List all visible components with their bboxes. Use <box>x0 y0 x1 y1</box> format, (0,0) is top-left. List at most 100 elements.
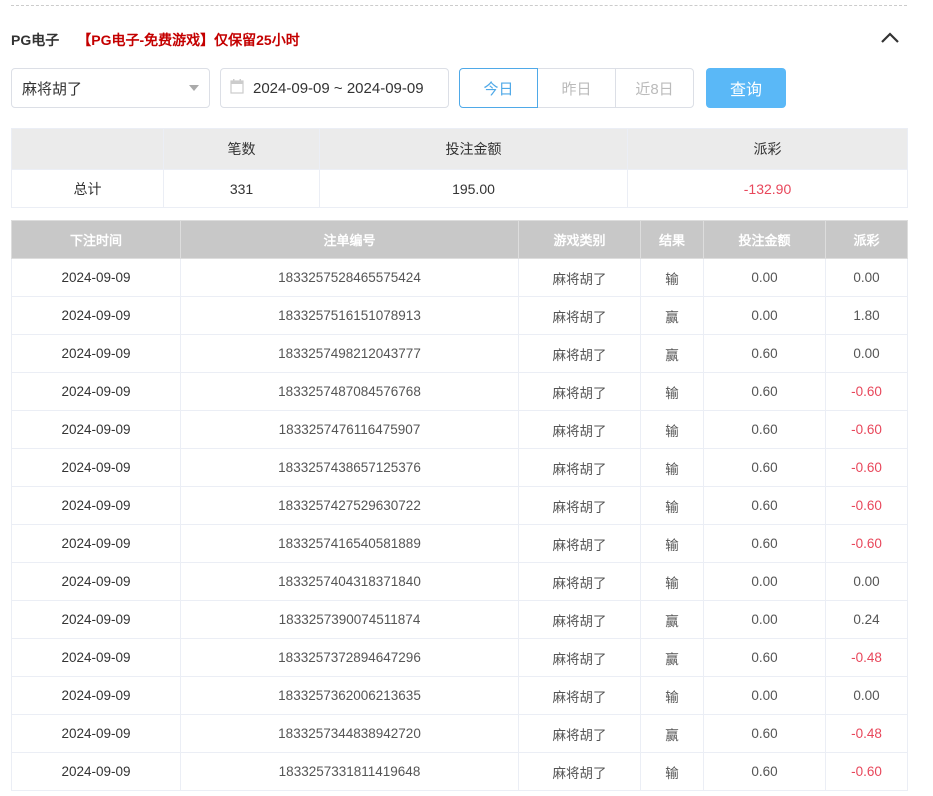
quick-date-group: 今日 昨日 近8日 <box>459 68 694 108</box>
result: 输 <box>640 372 704 411</box>
game-select[interactable]: 麻将胡了 <box>11 68 210 108</box>
result: 输 <box>640 676 704 715</box>
bet-amount: 0.60 <box>703 714 826 753</box>
header-payout: 派彩 <box>825 220 908 259</box>
result: 赢 <box>640 600 704 639</box>
order-id: 1833257487084576768 <box>180 372 519 411</box>
bet-amount: 0.00 <box>703 600 826 639</box>
payout: -0.48 <box>825 714 908 753</box>
payout: 0.00 <box>825 334 908 373</box>
date-range-picker[interactable]: 2024-09-09 ~ 2024-09-09 <box>220 68 449 108</box>
game-type: 麻将胡了 <box>518 258 641 297</box>
game-type: 麻将胡了 <box>518 334 641 373</box>
query-button[interactable]: 查询 <box>706 68 786 108</box>
table-row: 2024-09-09 1833257344838942720 麻将胡了赢 0.60 -0… <box>11 714 908 753</box>
summary-header: 笔数 <box>163 128 320 170</box>
bet-time: 2024-09-09 <box>11 410 181 449</box>
payout: -0.60 <box>825 486 908 525</box>
summary-label: 总计 <box>11 169 164 208</box>
payout: -0.48 <box>825 638 908 677</box>
order-id: 1833257416540581889 <box>180 524 519 563</box>
result: 输 <box>640 752 704 791</box>
result: 赢 <box>640 334 704 373</box>
bet-time: 2024-09-09 <box>11 448 181 487</box>
header-game-type: 游戏类别 <box>518 220 641 259</box>
table-row: 2024-09-09 1833257487084576768 麻将胡了输 0.60 -0… <box>11 372 908 411</box>
summary-table: 笔数 投注金额 派彩 总计 331 195.00 -132.90 <box>11 128 908 208</box>
summary-header: 派彩 <box>627 128 908 170</box>
summary-payout: -132.90 <box>627 169 908 208</box>
result: 输 <box>640 486 704 525</box>
game-type: 麻将胡了 <box>518 714 641 753</box>
table-row: 2024-09-09 1833257390074511874 麻将胡了赢 0.00 0.… <box>11 600 908 639</box>
payout: -0.60 <box>825 448 908 487</box>
bet-time: 2024-09-09 <box>11 752 181 791</box>
game-type: 麻将胡了 <box>518 296 641 335</box>
payout: 0.00 <box>825 562 908 601</box>
payout: 0.24 <box>825 600 908 639</box>
section-title: PG电子 【PG电子-免费游戏】仅保留25小时 <box>11 30 300 50</box>
bet-time: 2024-09-09 <box>11 258 181 297</box>
payout: -0.60 <box>825 752 908 791</box>
order-id: 1833257498212043777 <box>180 334 519 373</box>
table-row: 2024-09-09 1833257528465575424 麻将胡了输 0.00 0.… <box>11 258 908 297</box>
order-id: 1833257438657125376 <box>180 448 519 487</box>
bet-time: 2024-09-09 <box>11 600 181 639</box>
bet-time: 2024-09-09 <box>11 714 181 753</box>
yesterday-button[interactable]: 昨日 <box>537 68 616 108</box>
summary-bet: 195.00 <box>319 169 628 208</box>
bet-amount: 0.00 <box>703 676 826 715</box>
bet-time: 2024-09-09 <box>11 676 181 715</box>
result: 输 <box>640 524 704 563</box>
bet-amount: 0.60 <box>703 372 826 411</box>
table-row: 2024-09-09 1833257331811419648 麻将胡了输 0.60 -0… <box>11 752 908 791</box>
bet-amount: 0.60 <box>703 334 826 373</box>
table-row: 2024-09-09 1833257404318371840 麻将胡了输 0.00 0.… <box>11 562 908 601</box>
game-type: 麻将胡了 <box>518 752 641 791</box>
retention-notice: 【PG电子-免费游戏】仅保留25小时 <box>77 32 300 48</box>
bet-amount: 0.60 <box>703 638 826 677</box>
game-type: 麻将胡了 <box>518 486 641 525</box>
bet-amount: 0.60 <box>703 486 826 525</box>
game-type: 麻将胡了 <box>518 562 641 601</box>
game-type: 麻将胡了 <box>518 638 641 677</box>
order-id: 1833257331811419648 <box>180 752 519 791</box>
last-8-days-button[interactable]: 近8日 <box>615 68 694 108</box>
game-type: 麻将胡了 <box>518 524 641 563</box>
result: 输 <box>640 258 704 297</box>
bet-amount: 0.00 <box>703 258 826 297</box>
bet-amount: 0.60 <box>703 410 826 449</box>
table-row: 2024-09-09 1833257372894647296 麻将胡了赢 0.60 -0… <box>11 638 908 677</box>
result: 赢 <box>640 714 704 753</box>
result: 赢 <box>640 638 704 677</box>
table-row: 2024-09-09 1833257516151078913 麻将胡了赢 0.00 1.… <box>11 296 908 335</box>
table-row: 2024-09-09 1833257416540581889 麻将胡了输 0.60 -0… <box>11 524 908 563</box>
today-button[interactable]: 今日 <box>459 68 538 108</box>
bet-amount: 0.60 <box>703 448 826 487</box>
bet-time: 2024-09-09 <box>11 296 181 335</box>
caret-down-icon <box>189 85 199 91</box>
header-order-id: 注单编号 <box>180 220 519 259</box>
payout: -0.60 <box>825 372 908 411</box>
result: 赢 <box>640 296 704 335</box>
order-id: 1833257372894647296 <box>180 638 519 677</box>
order-id: 1833257344838942720 <box>180 714 519 753</box>
order-id: 1833257404318371840 <box>180 562 519 601</box>
payout: -0.60 <box>825 524 908 563</box>
order-id: 1833257362006213635 <box>180 676 519 715</box>
bet-amount: 0.00 <box>703 562 826 601</box>
game-type: 麻将胡了 <box>518 372 641 411</box>
payout: -0.60 <box>825 410 908 449</box>
game-type: 麻将胡了 <box>518 600 641 639</box>
table-row: 2024-09-09 1833257498212043777 麻将胡了赢 0.60 0.… <box>11 334 908 373</box>
game-type: 麻将胡了 <box>518 676 641 715</box>
table-row: 2024-09-09 1833257427529630722 麻将胡了输 0.60 -0… <box>11 486 908 525</box>
payout: 0.00 <box>825 258 908 297</box>
bet-time: 2024-09-09 <box>11 524 181 563</box>
chevron-up-icon[interactable] <box>878 26 902 50</box>
payout: 0.00 <box>825 676 908 715</box>
order-id: 1833257528465575424 <box>180 258 519 297</box>
summary-header <box>11 128 164 170</box>
bet-amount: 0.60 <box>703 524 826 563</box>
date-range-value: 2024-09-09 ~ 2024-09-09 <box>253 79 424 97</box>
